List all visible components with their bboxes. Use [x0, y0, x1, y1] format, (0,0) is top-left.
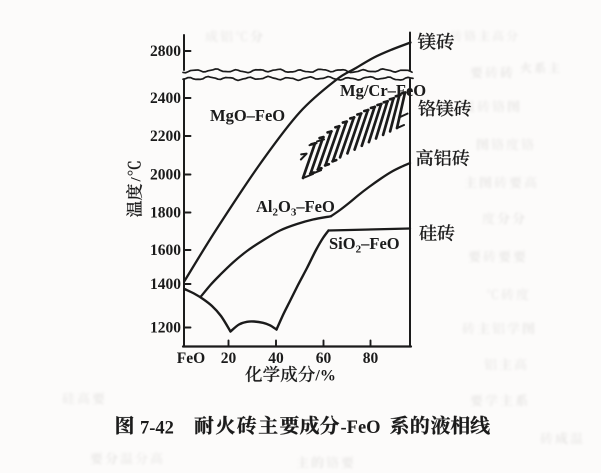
svg-text:Al2O3–FeO: Al2O3–FeO — [256, 197, 335, 219]
svg-text:60: 60 — [316, 350, 332, 367]
svg-text:SiO2–FeO: SiO2–FeO — [329, 234, 400, 256]
svg-text:/: / — [129, 177, 145, 183]
svg-text:2000: 2000 — [150, 167, 181, 184]
svg-text:2800: 2800 — [150, 43, 181, 60]
svg-text:1600: 1600 — [150, 242, 181, 259]
svg-text:MgO–FeO: MgO–FeO — [210, 106, 285, 125]
svg-text:2200: 2200 — [150, 128, 181, 145]
svg-text:-FeO: -FeO — [341, 418, 381, 438]
svg-text:1200: 1200 — [150, 320, 181, 337]
svg-text:7-42: 7-42 — [140, 419, 174, 439]
svg-text:1400: 1400 — [150, 276, 181, 293]
svg-text:FeO: FeO — [177, 350, 205, 367]
svg-text:/%: /% — [314, 368, 335, 385]
svg-text:20: 20 — [221, 350, 237, 367]
svg-text:Mg/Cr–FeO: Mg/Cr–FeO — [340, 81, 426, 100]
svg-text:80: 80 — [363, 350, 379, 367]
svg-text:40: 40 — [268, 350, 284, 367]
svg-text:2400: 2400 — [150, 90, 181, 107]
svg-text:1800: 1800 — [150, 205, 181, 222]
